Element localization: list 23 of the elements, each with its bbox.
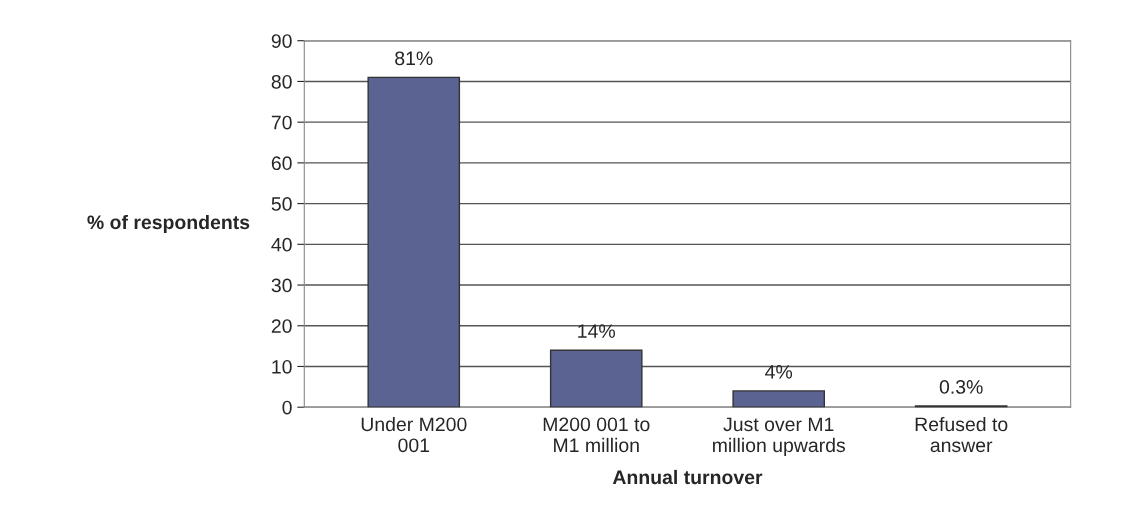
y-tick-label: 20: [271, 319, 292, 333]
x-tick-label: Just over M1 million upwards: [713, 417, 846, 456]
y-tick-label: 80: [271, 74, 292, 89]
x-tick-label: Under M200 001: [361, 416, 467, 453]
data-label: 81%: [395, 51, 433, 66]
y-tick-label: 50: [271, 197, 292, 211]
data-label: 0.3%: [939, 380, 983, 394]
y-tick-label: 10: [272, 359, 292, 374]
y-tick-label: 30: [271, 278, 292, 293]
y-tick-label: 70: [271, 115, 292, 130]
bar: [732, 390, 826, 408]
data-label: 14%: [578, 324, 615, 338]
bar: [367, 76, 461, 408]
y-tick-label: 40: [271, 237, 292, 252]
data-label: 4%: [765, 365, 793, 379]
y-tick-label: 60: [271, 156, 292, 171]
x-tick-label: Refused to answer: [915, 416, 1008, 453]
y-tick-label: 0: [282, 400, 292, 415]
x-axis-title: Annual turnover: [612, 469, 763, 485]
y-axis-title: % of respondents: [87, 214, 250, 234]
x-tick-label: M200 001 to M1 million: [543, 417, 650, 453]
y-tick-label: 90: [271, 34, 292, 48]
bar: [549, 349, 643, 408]
